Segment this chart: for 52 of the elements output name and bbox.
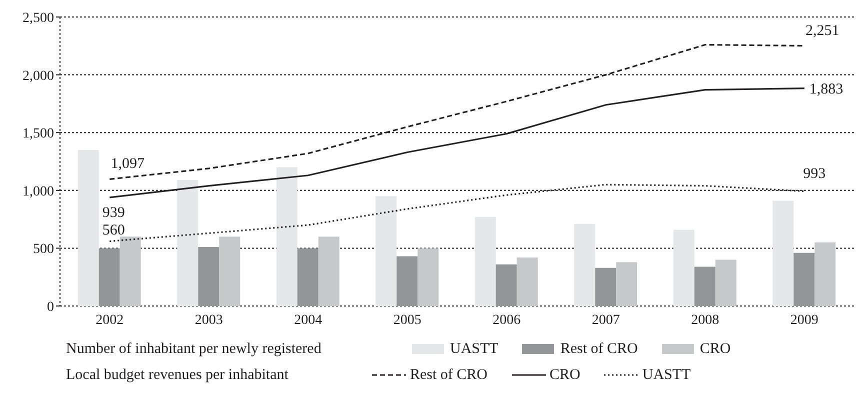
bar	[177, 180, 198, 306]
x-tick-label: 2006	[492, 312, 521, 328]
y-tick-label: 0	[47, 300, 54, 315]
bar	[673, 230, 694, 306]
bar	[474, 216, 496, 306]
bar	[318, 236, 340, 306]
annotation: 939	[102, 205, 125, 222]
x-tick-label: 2005	[393, 312, 422, 328]
legend-label: CRO	[548, 366, 580, 385]
bar	[418, 248, 439, 306]
text: Number of inhabitant per newly registered	[66, 340, 322, 359]
y-tick-label: 500	[33, 242, 54, 258]
bar	[276, 167, 298, 306]
bar	[516, 257, 538, 306]
annotation: 993	[803, 166, 826, 182]
bar	[616, 262, 638, 306]
legend-label: Rest of CRO	[559, 340, 638, 359]
bar	[120, 236, 141, 306]
bar	[297, 248, 318, 306]
x-tick-label: 2003	[194, 312, 223, 328]
y-tick-label: 1,000	[22, 184, 54, 200]
annotation: 1,883	[809, 82, 844, 98]
legend-label: UASTT	[449, 340, 498, 359]
annotation: 560	[102, 222, 125, 238]
x-tick-label: 2009	[790, 312, 818, 328]
bar	[715, 260, 736, 306]
bar	[496, 264, 517, 306]
bar	[78, 150, 99, 306]
bar	[376, 196, 397, 306]
annotation: 1,097	[110, 156, 145, 172]
x-tick-label: 2007	[592, 312, 620, 328]
legend-label: Rest of CRO	[409, 366, 488, 385]
bar	[694, 266, 716, 306]
x-tick-label: 2008	[691, 312, 720, 328]
bar	[595, 268, 616, 306]
bar	[98, 248, 120, 306]
y-tick-label: 2,000	[22, 68, 54, 84]
y-tick-label: 1,500	[22, 126, 54, 142]
bar	[198, 247, 220, 306]
bar	[814, 242, 836, 306]
text: Local budget revenues per inhabitant	[66, 366, 290, 385]
annotation: 2,251	[806, 22, 840, 39]
legend-label: UASTT	[641, 366, 691, 385]
bar	[396, 256, 418, 306]
y-tick-label: 2,500	[22, 10, 54, 26]
legend-label: CRO	[698, 340, 731, 359]
x-tick-label: 2004	[294, 312, 322, 328]
bar	[574, 224, 596, 306]
bar	[794, 252, 815, 306]
bar	[219, 236, 240, 306]
bar	[772, 200, 794, 306]
x-tick-label: 2002	[96, 312, 124, 328]
